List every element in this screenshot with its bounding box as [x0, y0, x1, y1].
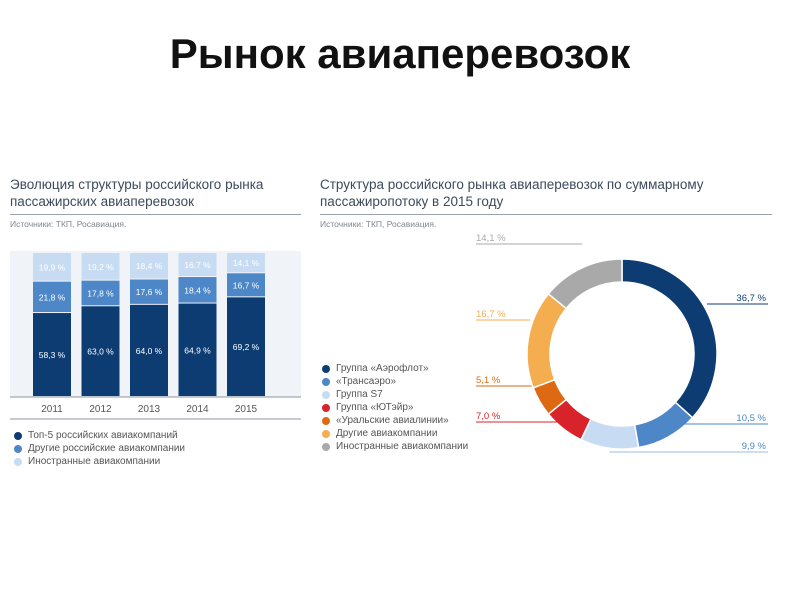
bar-data-label: 18,4 % — [136, 261, 163, 271]
legend-dot-icon — [14, 457, 22, 466]
donut-legend-label: Группа «ЮТэйр» — [336, 402, 414, 413]
bar-segment — [227, 297, 265, 396]
donut-legend-label: Другие авиакомпании — [336, 428, 438, 439]
donut-slice — [547, 258, 623, 310]
donut-legend-label: «Уральские авиалинии» — [336, 415, 449, 426]
bar-data-label: 63,0 % — [87, 347, 114, 357]
legend-dot-icon — [322, 390, 330, 399]
donut-data-label: 14,1 % — [476, 233, 506, 244]
bar-legend-item: Другие российские авиакомпании — [14, 442, 185, 455]
donut-chart-header: Структура российского рынка авиаперевозо… — [320, 176, 772, 229]
bar-data-label: 14,1 % — [233, 258, 260, 268]
bar-segment — [227, 253, 265, 273]
bar-chart-source: Источники: ТКП, Росавиация. — [10, 219, 127, 229]
donut-legend-item: Иностранные авиакомпании — [322, 440, 468, 453]
legend-dot-icon — [322, 416, 330, 425]
donut-data-label: 16,7 % — [476, 309, 506, 320]
bar-segment — [227, 273, 265, 297]
donut-chart-divider — [320, 214, 772, 215]
bar-chart-header: Эволюция структуры российского рынка пас… — [10, 176, 301, 229]
bar-legend-label: Иностранные авиакомпании — [28, 456, 161, 467]
bar-x-tick-label: 2015 — [235, 404, 258, 415]
bar-chart-divider — [10, 214, 301, 215]
bar-data-label: 19,9 % — [39, 262, 66, 272]
donut-legend-item: Другие авиакомпании — [322, 427, 468, 440]
bar-data-label: 16,7 % — [184, 260, 211, 270]
bar-segment — [130, 279, 168, 304]
bar-data-label: 17,8 % — [87, 288, 114, 298]
bar-data-label: 58,3 % — [39, 350, 66, 360]
bar-chart-legend: Топ-5 российских авиакомпаний Другие росс… — [14, 429, 185, 468]
bar-segment — [81, 253, 120, 280]
bar-x-tick-label: 2012 — [89, 404, 112, 415]
bar-data-label: 18,4 % — [184, 285, 211, 295]
legend-dot-icon — [322, 429, 330, 438]
legend-dot-icon — [14, 444, 22, 453]
bar-x-tick-label: 2013 — [138, 404, 161, 415]
bar-data-label: 19,2 % — [87, 262, 114, 272]
bar-x-tick-label: 2011 — [41, 404, 63, 415]
page-title: Рынок авиаперевозок — [169, 30, 631, 77]
bar-data-label: 64,0 % — [136, 346, 163, 356]
donut-chart-title-line2: пассажиропотоку в 2015 году — [320, 194, 504, 209]
donut-legend-label: Группа S7 — [336, 389, 383, 400]
bar-data-label: 16,7 % — [233, 280, 260, 290]
bar-segment — [130, 253, 168, 279]
donut-data-label: 9,9 % — [742, 441, 767, 452]
legend-dot-icon — [322, 377, 330, 386]
bar-segment — [33, 253, 71, 281]
donut-slice — [526, 292, 568, 389]
donut-legend-label: Группа «Аэрофлот» — [336, 363, 429, 374]
bar-segment — [81, 280, 120, 306]
bar-x-tick-label: 2014 — [186, 404, 209, 415]
bar-segment — [178, 277, 217, 303]
donut-legend-label: «Трансаэро» — [336, 376, 397, 387]
bar-legend-label: Другие российские авиакомпании — [28, 443, 186, 454]
donut-slice — [580, 417, 640, 450]
bar-segment — [178, 303, 217, 396]
donut-data-label: 7,0 % — [476, 411, 501, 422]
bar-segment — [33, 281, 71, 313]
donut-slice — [633, 401, 694, 449]
donut-data-label: 10,5 % — [736, 413, 766, 424]
bar-segment — [33, 313, 71, 396]
bar-data-label: 17,6 % — [136, 287, 163, 297]
bar-legend-label: Топ-5 российских авиакомпаний — [28, 430, 178, 441]
donut-chart-source: Источники: ТКП, Росавиация. — [320, 219, 437, 229]
legend-dot-icon — [14, 431, 22, 440]
bar-chart-title-line1: Эволюция структуры российского рынка — [10, 177, 264, 192]
bar-data-label: 21,8 % — [39, 292, 66, 302]
donut-legend-item: «Уральские авиалинии» — [322, 414, 468, 427]
donut-legend-item: Группа «ЮТэйр» — [322, 401, 468, 414]
donut-legend-item: «Трансаэро» — [322, 375, 468, 388]
legend-dot-icon — [322, 364, 330, 373]
donut-legend-item: Группа S7 — [322, 388, 468, 401]
bar-segment — [178, 253, 217, 277]
bar-segment — [81, 306, 120, 396]
donut-slice — [621, 258, 718, 419]
donut-chart-legend: Группа «Аэрофлот» «Трансаэро» Группа S7 Гру… — [322, 362, 468, 453]
donut-legend-item: Группа «Аэрофлот» — [322, 362, 468, 375]
bar-segment — [130, 304, 168, 396]
legend-dot-icon — [322, 442, 330, 451]
legend-dot-icon — [322, 403, 330, 412]
donut-data-label: 36,7 % — [736, 293, 766, 304]
bar-legend-item: Топ-5 российских авиакомпаний — [14, 429, 185, 442]
donut-chart-title-line1: Структура российского рынка авиаперевозо… — [320, 177, 704, 192]
bar-legend-item: Иностранные авиакомпании — [14, 455, 185, 468]
bar-data-label: 64,9 % — [184, 345, 211, 355]
bar-data-label: 69,2 % — [233, 342, 260, 352]
donut-legend-label: Иностранные авиакомпании — [336, 441, 469, 452]
bar-chart-title-line2: пассажирских авиаперевозок — [10, 194, 194, 209]
donut-data-label: 5,1 % — [476, 375, 501, 386]
